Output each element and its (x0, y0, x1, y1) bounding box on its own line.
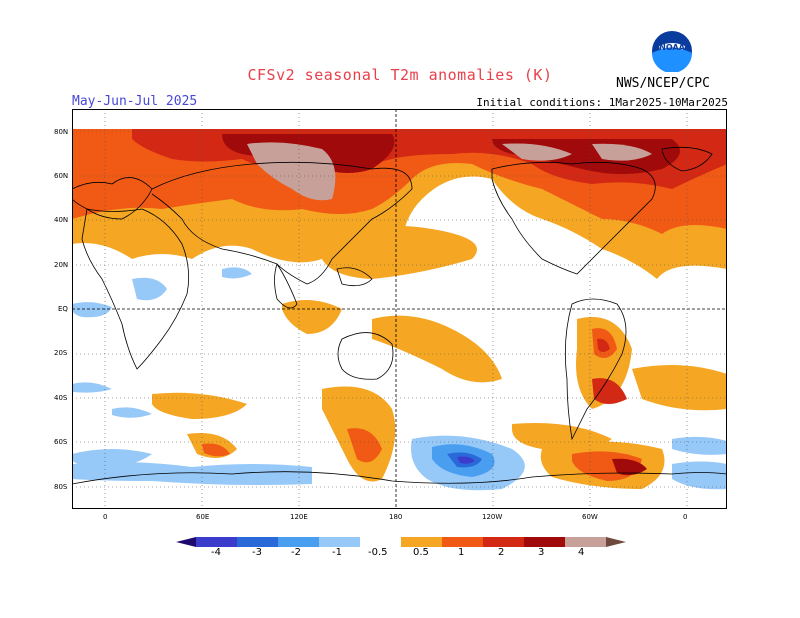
lon-label-0-left: 0 (103, 513, 108, 521)
legend-label-2: 2 (498, 547, 505, 558)
legend-swatch-7 (442, 537, 483, 547)
agency-label: NWS/NCEP/CPC (616, 76, 710, 91)
lat-label-60n: 60N (54, 172, 69, 180)
lat-label-20n: 20N (54, 261, 69, 269)
lon-label-0-right: 0 (683, 513, 688, 521)
initial-conditions: Initial conditions: 1Mar2025-10Mar2025 (476, 96, 728, 109)
forecast-period: May-Jun-Jul 2025 (72, 94, 198, 109)
legend-swatch-8 (483, 537, 524, 547)
noaa-logo: NOAA (651, 30, 693, 73)
legend-label-1: 1 (458, 547, 465, 558)
legend-label-05: 0.5 (413, 547, 429, 558)
color-scale-legend (176, 534, 626, 553)
legend-label-minus4: -4 (211, 547, 221, 558)
legend-swatch-1 (196, 537, 237, 547)
legend-label-3: 3 (538, 547, 545, 558)
chart-title: CFSv2 seasonal T2m anomalies (K) (247, 66, 553, 84)
legend-label-minus2: -2 (291, 547, 301, 558)
lat-label-40s: 40S (54, 394, 68, 402)
lon-label-120e: 120E (290, 513, 308, 521)
legend-swatch-11 (606, 537, 626, 547)
lon-label-180: 180 (389, 513, 403, 521)
lat-label-60s: 60S (54, 438, 68, 446)
lat-label-eq: EQ (58, 305, 68, 313)
legend-swatch-2 (237, 537, 278, 547)
legend-swatch-9 (524, 537, 565, 547)
warm-anomaly-npacific (322, 225, 477, 279)
legend-label-minus3: -3 (252, 547, 262, 558)
lon-label-60w: 60W (582, 513, 598, 521)
lat-label-80s: 80S (54, 483, 68, 491)
cool-anomaly-tropics (72, 267, 252, 393)
lat-label-20s: 20S (54, 349, 68, 357)
lat-label-40n: 40N (54, 216, 69, 224)
map-frame (72, 109, 727, 509)
anomaly-map (72, 109, 727, 513)
legend-label-minus05: -0.5 (368, 547, 388, 558)
legend-swatch-10 (565, 537, 606, 547)
legend-swatch-3 (278, 537, 319, 547)
legend-swatch-4 (319, 537, 360, 547)
reference-lines (72, 109, 727, 509)
lon-label-120w: 120W (482, 513, 503, 521)
legend-label-minus1: -1 (332, 547, 342, 558)
warm-anomaly-north (72, 129, 727, 279)
legend-swatch-6 (401, 537, 442, 547)
cool-anomaly-south (72, 407, 727, 491)
logo-text: NOAA (659, 43, 685, 52)
legend-swatch-0 (176, 537, 196, 547)
coastlines (72, 146, 727, 485)
lon-label-60e: 60E (196, 513, 210, 521)
legend-label-4: 4 (578, 547, 585, 558)
legend-swatch-5 (360, 537, 401, 547)
lat-label-80n: 80N (54, 128, 69, 136)
